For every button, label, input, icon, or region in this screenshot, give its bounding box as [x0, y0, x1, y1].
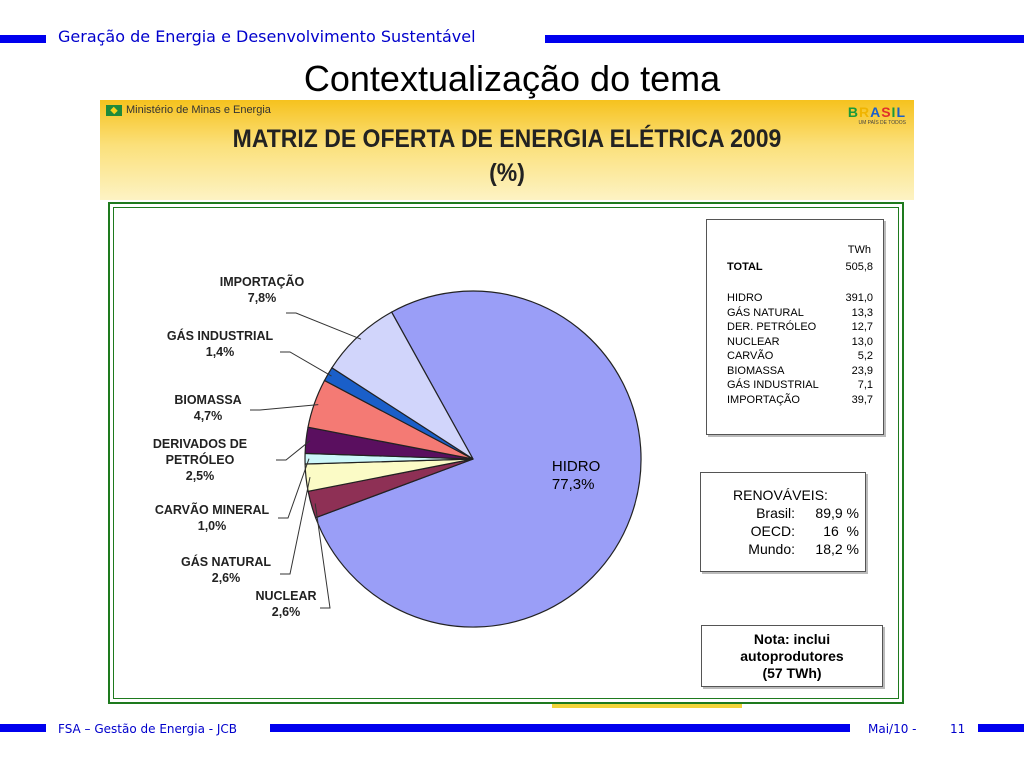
pie-value-gas-natural: 2,6% — [212, 571, 241, 585]
brazil-flag-icon — [106, 104, 122, 116]
renewables-row-label: Brasil: — [756, 505, 795, 521]
footer-left: FSA – Gestão de Energia - JCB — [58, 722, 238, 736]
note-line2: autoprodutores — [740, 648, 844, 664]
footer-rule-right — [978, 724, 1024, 732]
twh-row-label: GÁS INDUSTRIAL — [727, 379, 819, 391]
pie-value-derivados-de-petroleo: 2,5% — [186, 469, 215, 483]
pie-value-biomassa: 4,7% — [194, 409, 223, 423]
chart-panel: Ministério de Minas e Energia BRASIL UM … — [100, 100, 914, 708]
twh-total-value: 505,8 — [845, 261, 873, 273]
pie-leader-carvao-mineral — [278, 458, 310, 519]
brasil-slogan: UM PAÍS DE TODOS — [858, 120, 906, 126]
pie-slice-hidro — [314, 290, 642, 628]
pie-label-gas-industrial: GÁS INDUSTRIAL — [167, 328, 274, 343]
twh-row-value: 13,0 — [851, 335, 873, 348]
footer-rule-left — [0, 724, 46, 732]
pie-label-derivados-de-petroleo-line1: DERIVADOS DE — [153, 437, 247, 451]
renewables-row-value: 16 % — [823, 523, 859, 539]
chart-frame-inner — [113, 207, 899, 699]
twh-row-value: 23,9 — [851, 364, 873, 377]
note-line3: (57 TWh) — [762, 665, 822, 681]
twh-row-value: 13,3 — [851, 306, 873, 319]
twh-row: IMPORTAÇÃO 39,7 — [707, 394, 883, 408]
pie-value-nuclear: 2,6% — [272, 605, 301, 619]
twh-unit: TWh — [847, 244, 871, 256]
renewables-row-value: 18,2 % — [815, 541, 859, 557]
pie-slice-importacao — [331, 311, 474, 460]
twh-row: HIDRO 391,0 — [707, 292, 883, 306]
pie-leader-derivados-de-petroleo — [276, 440, 311, 461]
twh-table: TWh TOTAL 505,8 HIDRO 391,0 GÁS NATURAL 13,… — [706, 219, 884, 435]
chart-banner: Ministério de Minas e Energia BRASIL UM … — [100, 100, 914, 200]
frame-tab — [552, 704, 742, 708]
renewables-row-label: OECD: — [750, 523, 795, 539]
twh-row-value: 7,1 — [857, 379, 873, 391]
note-line1: Nota: inclui — [753, 631, 831, 647]
pie-label-gas-natural: GÁS NATURAL — [181, 554, 271, 569]
pie-label-biomassa: BIOMASSA — [174, 393, 241, 407]
pie-value-hidro: 77,3% — [552, 476, 595, 493]
twh-row-label: CARVÃO — [727, 350, 774, 362]
renewables-row-label: Mundo: — [748, 541, 795, 557]
twh-row-value: 5,2 — [857, 350, 873, 362]
chart-title-line1: MATRIZ DE OFERTA DE ENERGIA ELÉTRICA 200… — [232, 125, 782, 153]
note-box: Nota: inclui autoprodutores (57 TWh) — [701, 625, 883, 687]
chart-title: MATRIZ DE OFERTA DE ENERGIA ELÉTRICA 200… — [133, 122, 882, 190]
header-rule-left — [0, 35, 46, 43]
twh-row-label: DER. PETRÓLEO — [727, 321, 817, 333]
renewables-box: RENOVÁVEIS: Brasil: 89,9 % OECD: 16 % Mundo:… — [700, 472, 866, 572]
twh-row: BIOMASSA 23,9 — [707, 365, 883, 379]
twh-row-label: GÁS NATURAL — [727, 306, 804, 319]
pie-leader-importacao — [286, 312, 362, 340]
footer-page: 11 — [950, 722, 966, 736]
twh-row: GÁS NATURAL 13,3 — [707, 307, 883, 321]
pie-value-gas-industrial: 1,4% — [206, 345, 235, 359]
twh-row-label: NUCLEAR — [727, 335, 780, 348]
twh-row: NUCLEAR 13,0 — [707, 336, 883, 350]
twh-unit-row: TWh — [707, 244, 883, 258]
pie-value-carvao-mineral: 1,0% — [198, 519, 227, 533]
header-rule-right — [545, 35, 1024, 43]
twh-row-label: IMPORTAÇÃO — [727, 393, 800, 406]
twh-row-label: BIOMASSA — [727, 364, 785, 377]
pie-label-derivados-de-petroleo-line2: PETRÓLEO — [166, 452, 235, 467]
header-title: Geração de Energia e Desenvolvimento Sus… — [58, 27, 476, 46]
twh-row: CARVÃO 5,2 — [707, 350, 883, 364]
twh-total-row: TOTAL 505,8 — [707, 261, 883, 275]
slide-title: Contextualização do tema — [303, 58, 721, 99]
twh-row-value: 391,0 — [845, 292, 873, 304]
pie-leader-biomassa — [250, 404, 319, 411]
renewables-title: RENOVÁVEIS: — [733, 487, 828, 503]
pie-slices — [304, 290, 642, 628]
twh-row: DER. PETRÓLEO 12,7 — [707, 321, 883, 335]
renewables-row-value: 89,9 % — [815, 505, 859, 521]
pie-label-hidro: HIDRO — [552, 458, 600, 475]
twh-total-label: TOTAL — [727, 261, 763, 273]
pie-leader-gas-industrial — [280, 351, 332, 377]
twh-row: GÁS INDUSTRIAL 7,1 — [707, 379, 883, 393]
pie-leader-nuclear — [314, 503, 331, 609]
ministry-logo: Ministério de Minas e Energia — [106, 104, 271, 116]
twh-row-value: 12,7 — [851, 321, 873, 333]
pie-label-carvao-mineral: CARVÃO MINERAL — [155, 502, 270, 517]
footer-rule-middle — [270, 724, 850, 732]
ministry-name: Ministério de Minas e Energia — [126, 104, 271, 116]
pie-label-nuclear: NUCLEAR — [255, 589, 316, 603]
footer-date: Mai/10 - — [868, 722, 917, 736]
pie-leader-gas-natural — [280, 477, 311, 575]
pie-label-importacao: IMPORTAÇÃO — [220, 274, 305, 289]
pie-leader-lines — [250, 312, 362, 609]
chart-title-line2: (%) — [489, 159, 525, 187]
twh-row-value: 39,7 — [851, 393, 873, 406]
twh-row-label: HIDRO — [727, 292, 763, 304]
pie-value-importacao: 7,8% — [248, 291, 277, 305]
brasil-logo: BRASIL — [847, 104, 906, 120]
